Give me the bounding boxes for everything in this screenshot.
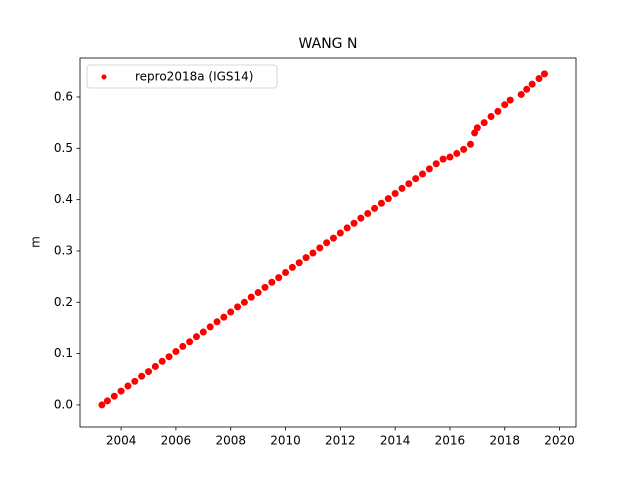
data-point xyxy=(419,170,427,178)
legend-box xyxy=(86,64,278,89)
data-point xyxy=(453,149,461,157)
data-point xyxy=(494,107,502,115)
x-tick-label: 2014 xyxy=(380,434,411,448)
data-point xyxy=(501,101,509,109)
data-point xyxy=(336,229,344,237)
data-point xyxy=(309,249,317,257)
x-tick-label: 2006 xyxy=(161,434,192,448)
data-point xyxy=(323,239,331,247)
data-point xyxy=(517,90,525,98)
data-point xyxy=(480,119,488,127)
data-point xyxy=(316,244,324,252)
data-point xyxy=(302,254,310,262)
x-tick-label: 2010 xyxy=(270,434,301,448)
data-point xyxy=(384,195,392,203)
data-point xyxy=(254,289,262,297)
y-tick-label: 0.3 xyxy=(54,243,73,257)
data-point xyxy=(343,224,351,232)
data-point xyxy=(186,338,194,346)
data-point xyxy=(391,189,399,197)
data-point xyxy=(220,313,228,321)
data-point xyxy=(364,210,372,218)
x-tick-label: 2018 xyxy=(489,434,520,448)
data-point xyxy=(295,259,303,267)
data-point xyxy=(138,372,146,380)
data-point xyxy=(213,318,221,326)
data-point xyxy=(466,140,474,148)
data-point xyxy=(357,214,365,222)
data-point xyxy=(131,377,139,385)
data-point xyxy=(227,308,235,316)
data-point xyxy=(199,328,207,336)
x-tick-label: 2008 xyxy=(215,434,246,448)
y-tick-label: 0.0 xyxy=(54,397,73,411)
data-point xyxy=(540,70,548,78)
data-point xyxy=(282,269,290,277)
data-point xyxy=(288,263,296,271)
data-point xyxy=(432,160,440,168)
data-point xyxy=(179,342,187,350)
plot-frame xyxy=(79,57,577,428)
data-point xyxy=(103,397,111,405)
data-point xyxy=(523,85,531,93)
y-tick-label: 0.6 xyxy=(54,90,73,104)
y-tick-label: 0.2 xyxy=(54,295,73,309)
data-point xyxy=(151,362,159,370)
data-point xyxy=(460,145,468,153)
y-tick-label: 0.5 xyxy=(54,141,73,155)
data-point xyxy=(471,129,479,137)
data-point xyxy=(234,303,242,311)
x-tick-label: 2004 xyxy=(106,434,137,448)
x-tick-label: 2020 xyxy=(544,434,575,448)
data-point xyxy=(124,382,132,390)
data-point xyxy=(247,293,255,301)
x-tick-label: 2012 xyxy=(325,434,356,448)
data-point xyxy=(261,283,269,291)
y-axis-label: m xyxy=(29,236,43,248)
y-tick-label: 0.4 xyxy=(54,192,73,206)
data-point xyxy=(206,323,214,331)
data-point xyxy=(405,180,413,188)
data-point xyxy=(98,401,106,409)
data-point xyxy=(377,199,385,207)
data-point xyxy=(528,80,536,88)
data-point xyxy=(446,153,454,161)
data-point xyxy=(329,234,337,242)
chart-title: WANG N xyxy=(299,36,358,52)
data-point xyxy=(398,184,406,192)
data-point xyxy=(268,278,276,286)
data-point xyxy=(371,204,379,212)
data-point xyxy=(158,357,166,365)
data-point xyxy=(487,113,495,121)
data-point xyxy=(192,333,200,341)
legend-marker xyxy=(101,74,107,80)
legend-label: repro2018a (IGS14) xyxy=(135,70,253,84)
data-point xyxy=(145,368,153,376)
data-point xyxy=(473,124,481,132)
data-point xyxy=(240,298,248,306)
data-point xyxy=(117,387,125,395)
data-point xyxy=(165,353,173,361)
x-tick-label: 2016 xyxy=(435,434,466,448)
y-tick-label: 0.1 xyxy=(54,346,73,360)
data-point xyxy=(350,219,358,227)
data-point xyxy=(412,175,420,183)
data-point xyxy=(425,165,433,173)
data-point xyxy=(535,75,543,83)
data-point xyxy=(172,348,180,356)
data-point xyxy=(439,155,447,163)
data-point xyxy=(110,392,118,400)
data-point xyxy=(275,274,283,282)
data-point xyxy=(506,96,514,104)
